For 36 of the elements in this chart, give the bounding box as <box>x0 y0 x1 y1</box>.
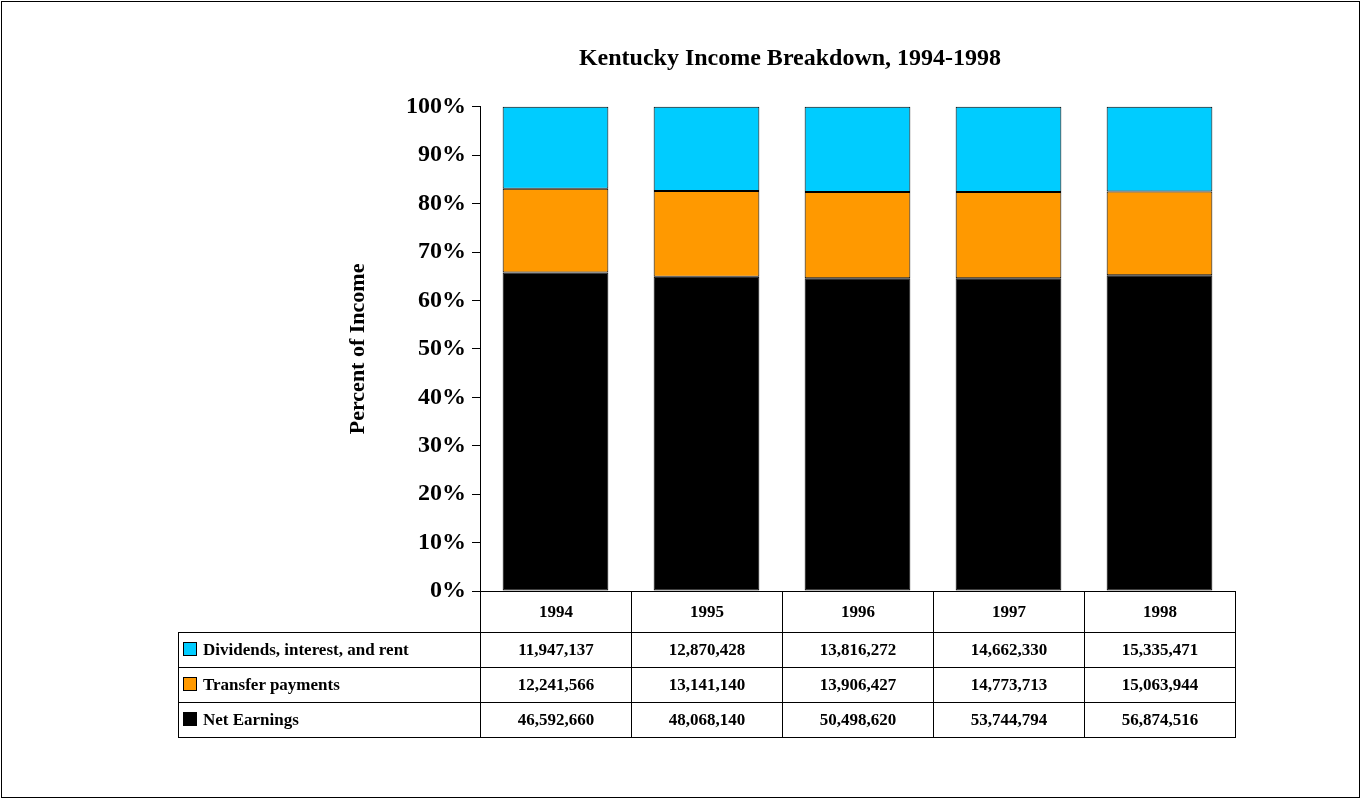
x-tick-label: 1998 <box>1084 591 1236 633</box>
text: 13,906,427 <box>782 667 934 703</box>
x-tick-label: 1994 <box>480 591 632 633</box>
y-tick-label: 50% <box>418 334 466 361</box>
legend-label: Dividends, interest, and rent <box>178 632 481 668</box>
y-tick-label: 70% <box>418 237 466 264</box>
text: 15,063,944 <box>1084 667 1236 703</box>
chart-title: Kentucky Income Breakdown, 1994-1998 <box>578 43 1002 70</box>
x-tick-label: 1997 <box>933 591 1085 633</box>
text: 14,773,713 <box>933 667 1085 703</box>
legend-label: Net Earnings <box>178 702 481 738</box>
y-tick-label: 80% <box>418 188 466 215</box>
text: 56,874,516 <box>1084 702 1236 738</box>
text: 46,592,660 <box>480 702 632 738</box>
y-tick-label: 10% <box>418 527 466 554</box>
text: 53,744,794 <box>933 702 1085 738</box>
y-tick-label: 20% <box>418 479 466 506</box>
text: 15,335,471 <box>1084 632 1236 668</box>
x-tick-label: 1995 <box>631 591 783 633</box>
text: 48,068,140 <box>631 702 783 738</box>
text: 50,498,620 <box>782 702 934 738</box>
y-tick-label: 90% <box>418 140 466 167</box>
y-axis-title: Percent of Income <box>343 263 369 435</box>
text: 13,816,272 <box>782 632 934 668</box>
y-tick-label: 60% <box>418 285 466 312</box>
x-tick-label: 1996 <box>782 591 934 633</box>
text: 12,870,428 <box>631 632 783 668</box>
text: 14,662,330 <box>933 632 1085 668</box>
text: 13,141,140 <box>631 667 783 703</box>
y-tick-label: 30% <box>418 430 466 457</box>
y-tick-label: 100% <box>406 92 466 118</box>
y-tick-label: 40% <box>418 382 466 409</box>
text: 12,241,566 <box>480 667 632 703</box>
text: 11,947,137 <box>480 632 632 668</box>
y-tick-label: 0% <box>430 576 466 603</box>
legend-label: Transfer payments <box>178 667 481 703</box>
